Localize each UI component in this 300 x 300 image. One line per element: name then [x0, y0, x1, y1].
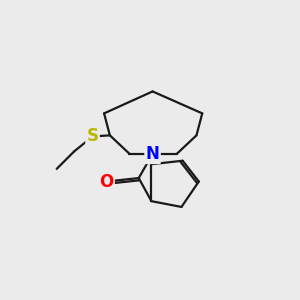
Text: S: S: [86, 128, 98, 146]
Text: O: O: [99, 172, 113, 190]
Text: N: N: [146, 145, 160, 163]
